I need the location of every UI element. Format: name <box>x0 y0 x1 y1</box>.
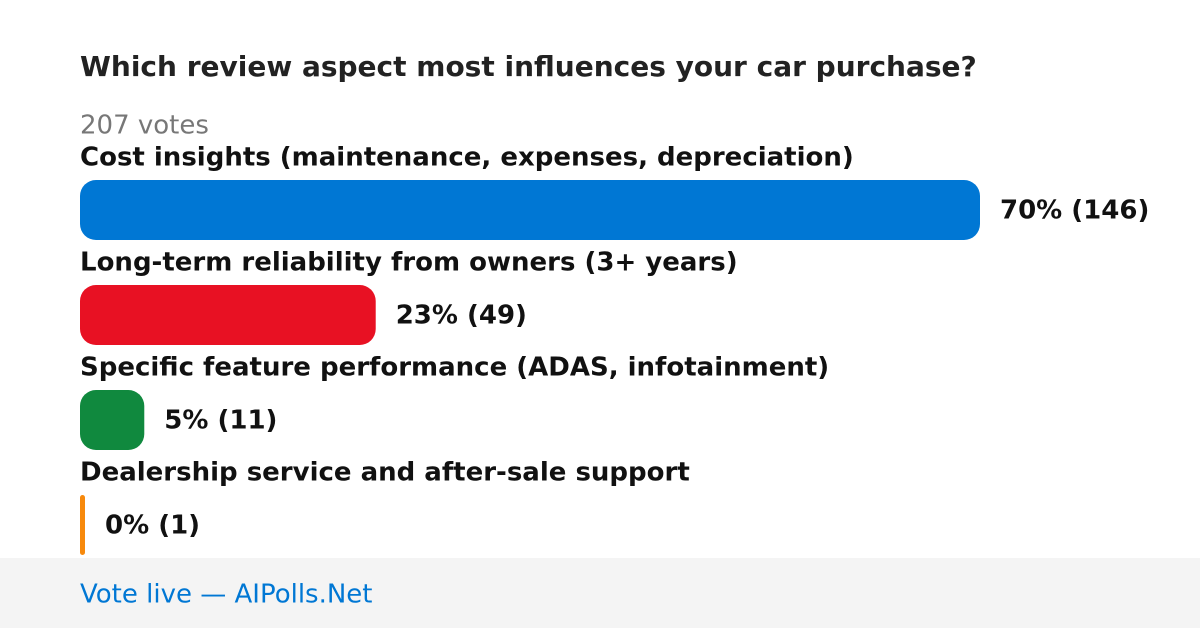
footer-link[interactable]: Vote live — AIPolls.Net <box>80 580 373 610</box>
vote-count: 207 votes <box>80 111 209 141</box>
bar <box>80 495 85 555</box>
bar <box>80 180 980 240</box>
bar <box>80 390 145 450</box>
value-label: 23% (49) <box>396 301 527 331</box>
value-label: 5% (11) <box>164 406 277 436</box>
value-label: 70% (146) <box>1000 196 1149 226</box>
option-label: Cost insights (maintenance, expenses, de… <box>80 143 854 173</box>
bar <box>80 285 376 345</box>
option-label: Dealership service and after-sale suppor… <box>80 458 690 488</box>
footer-band <box>0 558 1200 628</box>
chart-title: Which review aspect most influences your… <box>80 50 977 83</box>
option-label: Specific feature performance (ADAS, info… <box>80 353 829 383</box>
value-label: 0% (1) <box>105 511 200 541</box>
option-label: Long-term reliability from owners (3+ ye… <box>80 248 738 278</box>
